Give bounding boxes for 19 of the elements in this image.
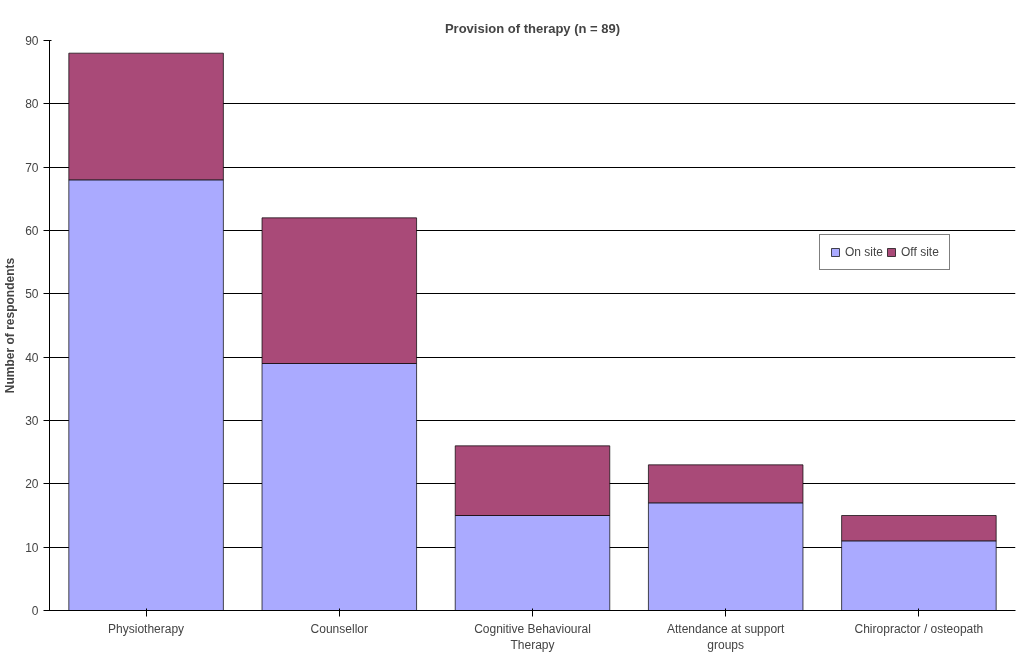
y-axis-title: Number of respondents: [3, 257, 18, 394]
y-tick-label: 50: [25, 287, 39, 302]
y-tick-label: 40: [25, 350, 39, 365]
y-tick-label: 20: [25, 477, 39, 492]
legend-label: On site: [845, 245, 884, 259]
y-tick-label: 0: [31, 604, 39, 618]
y-tick-label: 70: [25, 160, 39, 175]
x-tick-label: Cognitive Behavioural Therapy: [474, 621, 591, 653]
y-tick-label: 60: [25, 224, 39, 238]
chart-title: Provision of therapy (n = 89): [444, 20, 621, 36]
x-tick-label: Attendance at support groups: [666, 621, 786, 653]
x-tick-label: Chiropractor / osteopath: [854, 621, 984, 636]
y-tick-label: 80: [25, 97, 39, 112]
x-tick-label: Physiotherapy: [108, 621, 185, 636]
legend-label: Off site: [901, 245, 939, 259]
y-tick-label: 90: [25, 34, 39, 48]
y-tick-label: 10: [25, 540, 39, 555]
y-tick-label: 30: [25, 414, 39, 428]
x-tick-label: Counsellor: [310, 621, 368, 636]
